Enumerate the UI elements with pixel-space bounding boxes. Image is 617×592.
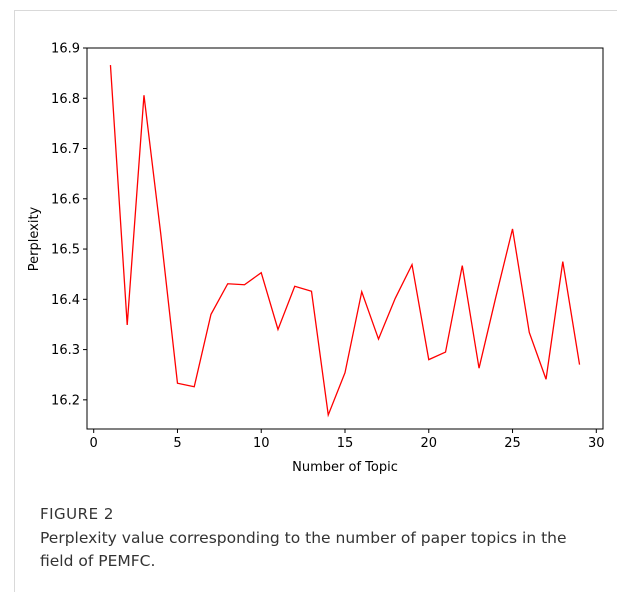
x-tick-label: 20: [420, 436, 437, 451]
y-tick-label: 16.2: [51, 393, 80, 408]
x-tick-label: 25: [504, 436, 521, 451]
frame-top-border: [14, 10, 617, 11]
y-tick-label: 16.9: [51, 42, 80, 57]
perplexity-series-line: [109, 65, 581, 418]
frame-left-border: [14, 10, 15, 592]
x-tick-label: 0: [90, 436, 98, 451]
y-tick-label: 16.7: [51, 142, 80, 157]
x-axis-label: Number of Topic: [292, 460, 398, 475]
x-tick-label: 10: [253, 436, 270, 451]
plot-frame: [86, 47, 604, 430]
figure-label: FIGURE 2: [40, 505, 114, 523]
y-tick-label: 16.8: [51, 92, 80, 107]
y-tick-label: 16.4: [51, 293, 80, 308]
y-tick-label: 16.6: [51, 192, 80, 207]
figure-caption: Perplexity value corresponding to the nu…: [40, 529, 567, 570]
perplexity-line-chart: 0 5 10 15 20 25 30 16.2 16.3 16.4 16.5 16.6 16.7 16.8…: [27, 42, 605, 476]
y-tick-label: 16.3: [51, 343, 80, 358]
x-tick-label: 30: [588, 436, 605, 451]
y-axis-label: Perplexity: [27, 206, 42, 271]
y-tick-label: 16.5: [51, 243, 80, 258]
x-tick-label: 5: [173, 436, 181, 451]
x-tick-label: 15: [337, 436, 354, 451]
